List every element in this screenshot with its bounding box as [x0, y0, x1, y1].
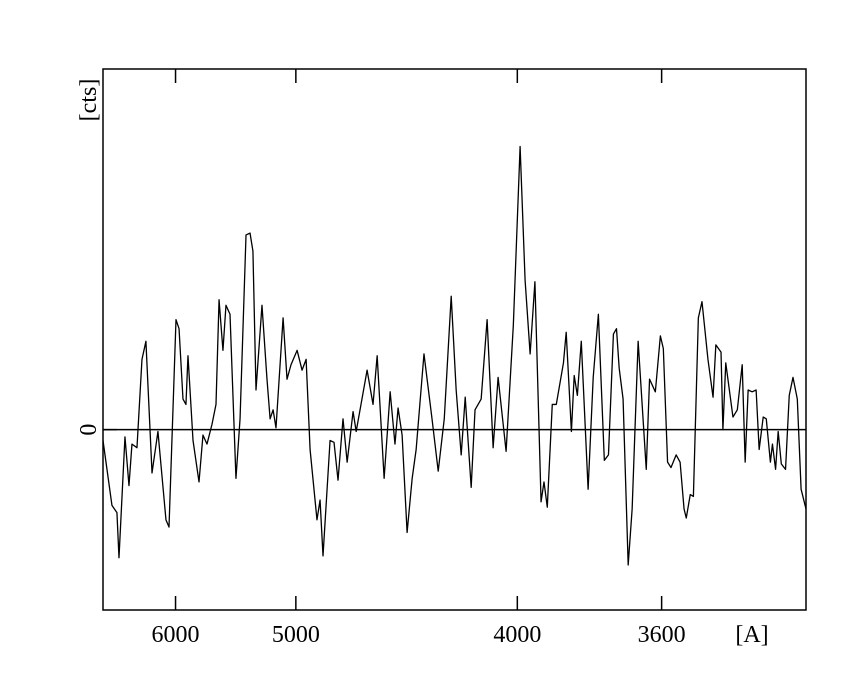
x-tick-label: 6000: [152, 622, 200, 648]
x-tick-label: 4000: [493, 622, 541, 648]
x-axis-label: [A]: [735, 622, 768, 648]
plot-frame: [102, 68, 807, 611]
x-tick-label: 5000: [272, 622, 320, 648]
y-tick-label: 0: [76, 424, 102, 436]
y-axis-label: [cts]: [76, 79, 102, 122]
x-tick-label: 3600: [638, 622, 686, 648]
spectrum-line: [102, 145, 807, 566]
